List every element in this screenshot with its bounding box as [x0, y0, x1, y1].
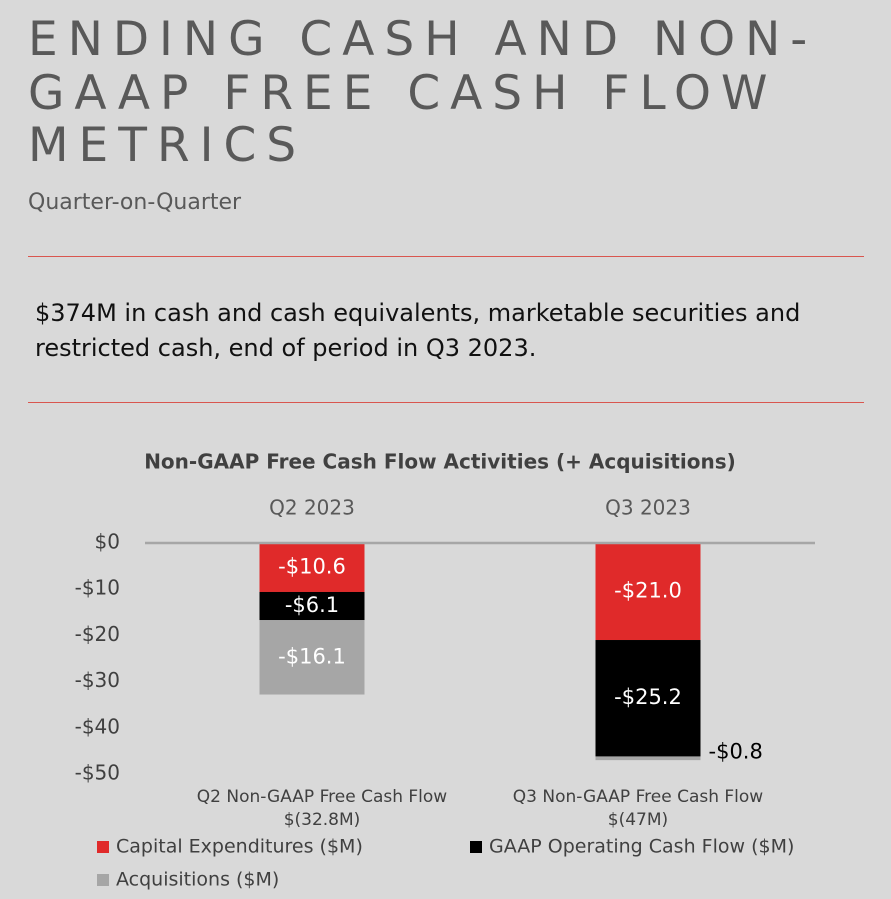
legend-swatch	[97, 874, 109, 886]
category-footer: $(47M)	[608, 810, 668, 830]
title-line: ENDING CASH AND NON-	[28, 12, 818, 67]
category-footer: Q3 Non-GAAP Free Cash Flow	[513, 787, 764, 807]
bar-segment	[259, 591, 365, 621]
statement: $374M in cash and cash equivalents, mark…	[35, 299, 801, 362]
value-label: -$16.1	[278, 644, 346, 668]
chart-title: Non-GAAP Free Cash Flow Activities (+ Ac…	[144, 450, 736, 474]
subtitle: Quarter-on-Quarter	[28, 190, 242, 215]
divider	[28, 256, 864, 257]
value-label: -$21.0	[614, 579, 682, 603]
x-category-label: Q2 2023	[269, 496, 355, 520]
legend-swatch	[470, 841, 482, 853]
y-tick-label: -$50	[75, 761, 120, 785]
title-line: GAAP FREE CASH FLOW	[28, 66, 778, 121]
bar-segment	[595, 640, 701, 757]
value-label: -$10.6	[278, 554, 346, 578]
y-tick-label: -$40	[75, 714, 120, 738]
value-label: -$0.8	[709, 739, 763, 763]
legend-label: Acquisitions ($M)	[116, 869, 279, 891]
y-tick-label: -$10	[75, 576, 120, 600]
bar-segment	[259, 620, 365, 695]
y-tick-label: -$20	[75, 622, 120, 646]
y-tick-label: -$30	[75, 668, 120, 692]
divider	[28, 402, 864, 403]
bar-segment	[595, 756, 701, 761]
legend-label: Capital Expenditures ($M)	[116, 836, 363, 858]
y-tick-label: $0	[95, 530, 120, 554]
bar-segment	[595, 543, 701, 641]
category-footer: Q2 Non-GAAP Free Cash Flow	[197, 787, 448, 807]
value-label: -$25.2	[614, 685, 682, 709]
legend-swatch	[97, 841, 109, 853]
value-label: -$6.1	[285, 593, 339, 617]
legend-label: GAAP Operating Cash Flow ($M)	[489, 836, 794, 858]
x-category-label: Q3 2023	[605, 496, 691, 520]
title-line: METRICS	[28, 118, 307, 173]
bar-segment	[259, 543, 365, 592]
category-footer: $(32.8M)	[284, 810, 361, 830]
